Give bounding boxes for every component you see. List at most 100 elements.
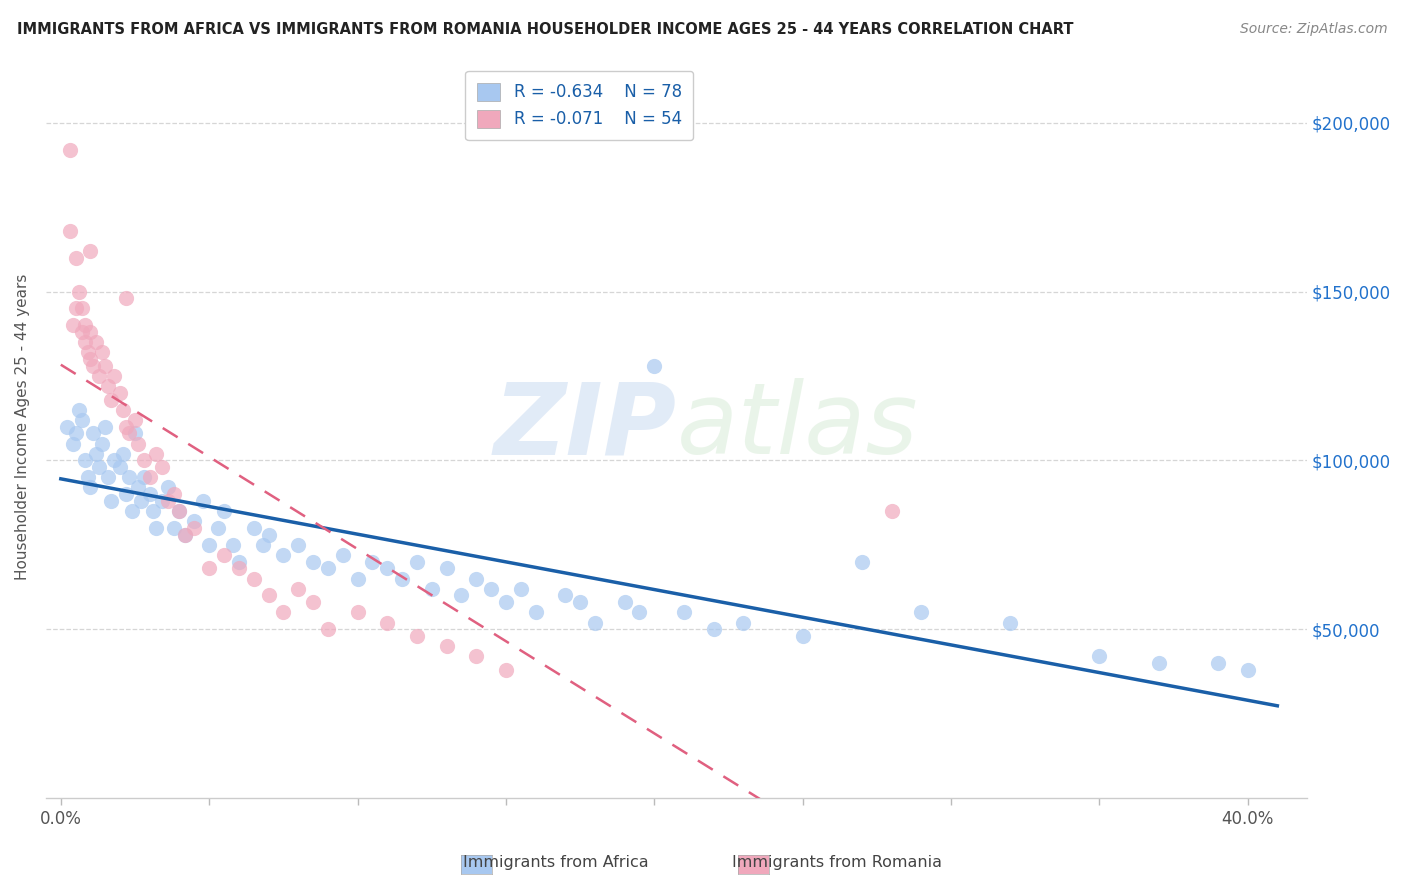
Point bbox=[375, 561, 398, 575]
Point bbox=[139, 470, 162, 484]
Point bbox=[169, 504, 191, 518]
Point bbox=[302, 595, 325, 609]
Legend: R = -0.634    N = 78, R = -0.071    N = 54: R = -0.634 N = 78, R = -0.071 N = 54 bbox=[465, 70, 693, 140]
Point bbox=[100, 494, 122, 508]
Point bbox=[273, 606, 295, 620]
Point bbox=[183, 514, 205, 528]
Text: ZIP: ZIP bbox=[494, 378, 676, 475]
Point bbox=[86, 447, 108, 461]
Point bbox=[124, 413, 146, 427]
Point bbox=[792, 629, 814, 643]
Point bbox=[613, 595, 636, 609]
Point bbox=[89, 460, 111, 475]
Point bbox=[346, 606, 368, 620]
Point bbox=[79, 244, 101, 258]
Point bbox=[242, 521, 264, 535]
Point bbox=[103, 453, 125, 467]
Point bbox=[287, 538, 309, 552]
Point bbox=[332, 548, 354, 562]
Point bbox=[162, 521, 184, 535]
Point bbox=[212, 504, 235, 518]
Point bbox=[156, 480, 179, 494]
Point bbox=[70, 413, 93, 427]
Point bbox=[59, 143, 82, 157]
Point bbox=[65, 301, 87, 316]
Point bbox=[112, 402, 135, 417]
Point bbox=[124, 426, 146, 441]
Point bbox=[242, 572, 264, 586]
Point bbox=[183, 521, 205, 535]
Point bbox=[91, 436, 114, 450]
Point bbox=[569, 595, 592, 609]
Point bbox=[76, 470, 98, 484]
Point bbox=[62, 318, 84, 333]
Point bbox=[86, 335, 108, 350]
Point bbox=[405, 555, 427, 569]
Point bbox=[316, 561, 339, 575]
Point bbox=[94, 359, 117, 373]
Point bbox=[65, 426, 87, 441]
Point bbox=[212, 548, 235, 562]
Point bbox=[252, 538, 274, 552]
Point bbox=[509, 582, 531, 596]
Point bbox=[174, 527, 197, 541]
Point bbox=[420, 582, 443, 596]
Point bbox=[1088, 649, 1111, 664]
Point bbox=[346, 572, 368, 586]
Point bbox=[156, 494, 179, 508]
Point bbox=[851, 555, 873, 569]
Point bbox=[375, 615, 398, 630]
Point bbox=[145, 447, 167, 461]
Point bbox=[76, 345, 98, 359]
Point bbox=[139, 487, 162, 501]
Point bbox=[67, 285, 90, 299]
Point bbox=[302, 555, 325, 569]
Point bbox=[222, 538, 245, 552]
Point bbox=[1236, 663, 1258, 677]
Point bbox=[273, 548, 295, 562]
Point bbox=[174, 527, 197, 541]
Point bbox=[361, 555, 384, 569]
Point bbox=[162, 487, 184, 501]
Point bbox=[1000, 615, 1022, 630]
Point bbox=[79, 325, 101, 339]
Point bbox=[108, 385, 131, 400]
Point bbox=[391, 572, 413, 586]
Point bbox=[479, 582, 502, 596]
Point bbox=[62, 436, 84, 450]
Text: IMMIGRANTS FROM AFRICA VS IMMIGRANTS FROM ROMANIA HOUSEHOLDER INCOME AGES 25 - 4: IMMIGRANTS FROM AFRICA VS IMMIGRANTS FRO… bbox=[17, 22, 1073, 37]
Point bbox=[70, 301, 93, 316]
Point bbox=[436, 561, 458, 575]
Point bbox=[733, 615, 755, 630]
Point bbox=[82, 359, 104, 373]
Point bbox=[115, 419, 138, 434]
Point bbox=[465, 572, 488, 586]
Point bbox=[405, 629, 427, 643]
Point bbox=[118, 426, 141, 441]
Point bbox=[436, 639, 458, 653]
Point bbox=[67, 402, 90, 417]
Point bbox=[316, 622, 339, 636]
Point bbox=[142, 504, 165, 518]
Point bbox=[495, 595, 517, 609]
Point bbox=[70, 325, 93, 339]
Point bbox=[55, 419, 77, 434]
Point bbox=[121, 504, 143, 518]
Point bbox=[643, 359, 665, 373]
Point bbox=[169, 504, 191, 518]
Point bbox=[59, 224, 82, 238]
Point bbox=[524, 606, 547, 620]
Point bbox=[127, 480, 149, 494]
Point bbox=[193, 494, 215, 508]
Point bbox=[150, 460, 173, 475]
Point bbox=[97, 470, 120, 484]
Point bbox=[79, 352, 101, 367]
Point bbox=[228, 561, 250, 575]
Point bbox=[495, 663, 517, 677]
Point bbox=[287, 582, 309, 596]
Text: atlas: atlas bbox=[676, 378, 918, 475]
Point bbox=[103, 369, 125, 384]
Point bbox=[465, 649, 488, 664]
Point bbox=[97, 379, 120, 393]
Text: Source: ZipAtlas.com: Source: ZipAtlas.com bbox=[1240, 22, 1388, 37]
